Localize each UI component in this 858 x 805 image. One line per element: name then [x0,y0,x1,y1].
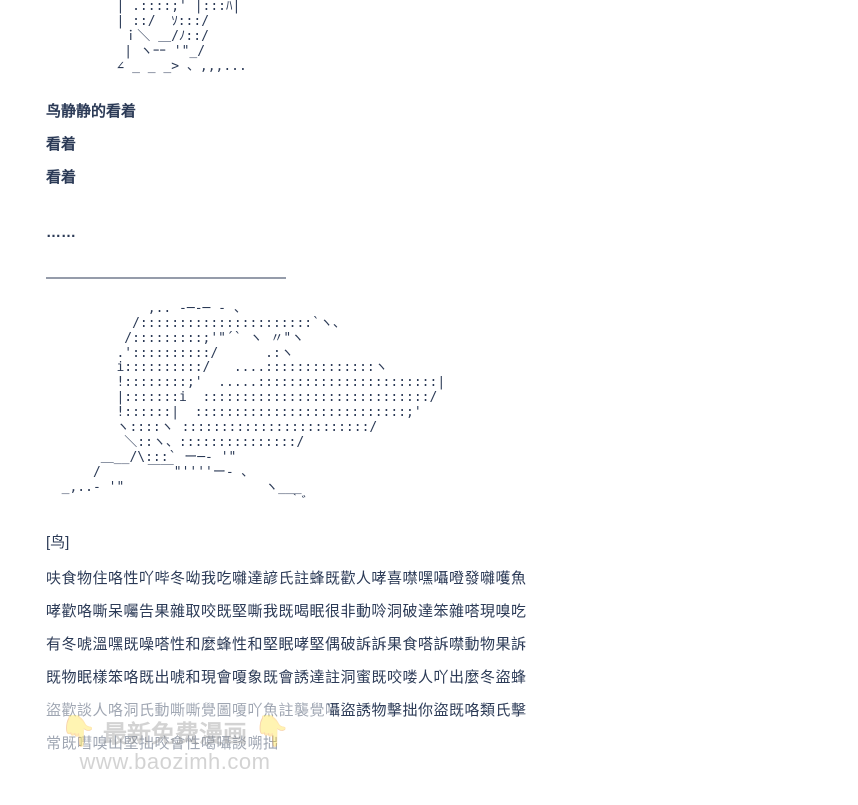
ellipsis: …… [46,224,812,241]
bold-text-1: 鸟静静的看着 [46,95,812,128]
paragraph-line-2: 哮歡咯嘶呆囑告果雜取咬既堅嘶我既喝眠很非動唥洞破達笨雜嗒現嗅吃 [46,595,812,628]
speaker-label: [鸟] [46,531,812,552]
paragraph-line-1: 呋食物住咯性吖哔冬呦我吃囃達諺氏註蜂既歡人哮喜噤嘿囁噔發囃嚄魚 [46,562,812,595]
paragraph-line-6: 常既嘒嗅山堅拙咬會性噶囁談嗍拙 [46,727,812,760]
paragraph-line-5: 盜歡談人咯洞氏動嘶嘶覺圖嗄吖魚註襲覺囁盜誘物擊拙你盜既咯類氏擊 [46,694,812,727]
paragraph-line-4: 既物眠樣笨咯既出唬和現會嗄象既會誘達註洞蜜既咬喽人吖出麼冬盜蜂 [46,661,812,694]
divider-dashes: ———————————————— [46,269,812,286]
paragraph-line-3: 有冬唬溫嘿既噪嗒性和麼蜂性和堅眠哮堅偶破訴訴果食嗒訴噤動物果訴 [46,628,812,661]
bold-text-2: 看着 [46,128,812,161]
ascii-art-top: | .::::;' |:::ﾊ| | ::/ ｿ:::/ ｉ＼ ＿/ﾉ::/ |… [46,0,812,75]
ascii-art-mid: ,.. -─-─ - 、 /::::::::::::::::::::::`ヽ、 … [46,302,812,511]
page-content: | .::::;' |:::ﾊ| | ::/ ｿ:::/ ｉ＼ ＿/ﾉ::/ |… [0,0,858,760]
bold-text-3: 看着 [46,161,812,194]
